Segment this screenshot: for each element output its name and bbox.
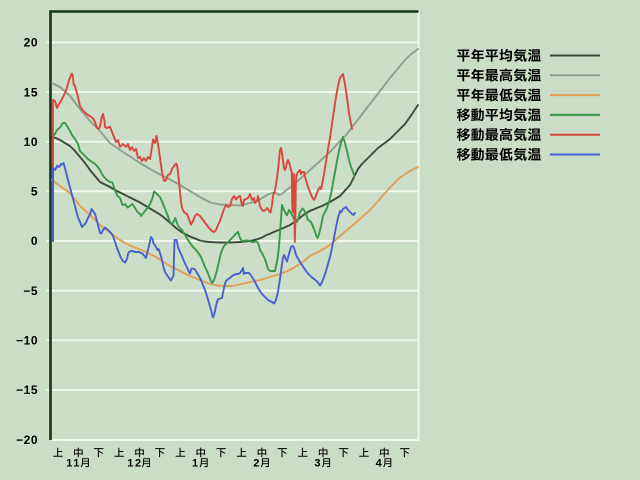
svg-text:11: 11	[66, 458, 81, 470]
svg-text:−20: −20	[16, 433, 38, 447]
svg-text:5: 5	[31, 185, 38, 199]
svg-text:−15: −15	[16, 383, 38, 397]
svg-text:4: 4	[376, 458, 384, 470]
svg-text:12: 12	[127, 458, 142, 470]
svg-text:1: 1	[192, 458, 200, 470]
svg-text:0: 0	[31, 234, 38, 248]
svg-text:10: 10	[24, 135, 38, 149]
svg-text:15: 15	[24, 85, 38, 99]
svg-text:−10: −10	[16, 334, 38, 348]
svg-text:−5: −5	[23, 284, 38, 298]
svg-text:3: 3	[314, 458, 322, 470]
svg-text:2: 2	[253, 458, 261, 470]
svg-text:20: 20	[24, 36, 38, 50]
